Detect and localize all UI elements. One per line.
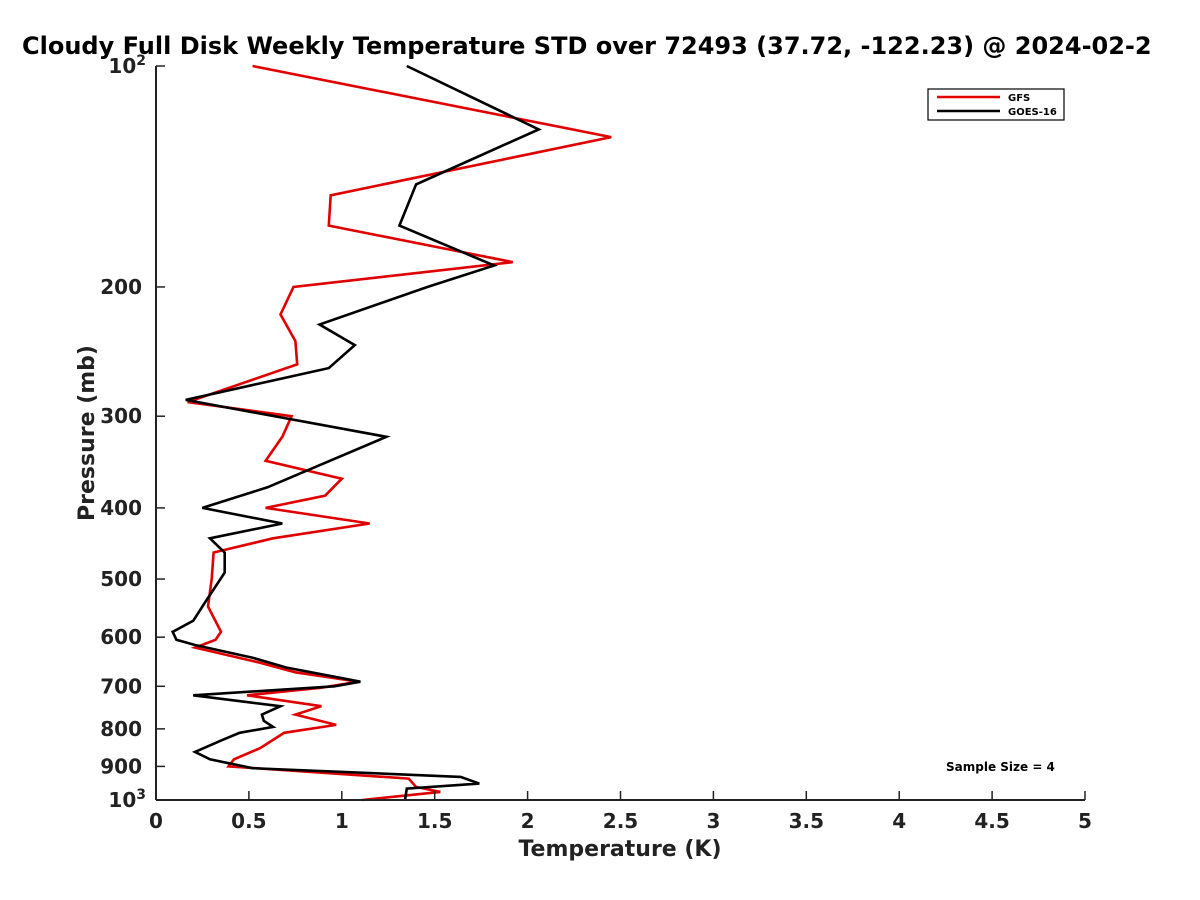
sample-size-annotation: Sample Size = 4 — [946, 760, 1055, 774]
y-tick-label: 102 — [108, 53, 146, 78]
y-tick-label: 700 — [100, 674, 142, 698]
y-tick-label: 600 — [100, 625, 142, 649]
x-axis-label: Temperature (K) — [518, 837, 721, 862]
y-tick-label: 900 — [100, 754, 142, 778]
y-tick-label: 103 — [108, 787, 146, 812]
axes-layer: 0 0.5 1 1.5 2 2.5 3 3.5 4 4.5 5 102 200 300 400 500 600 7… — [100, 53, 1092, 833]
y-tick-label: 200 — [100, 275, 142, 299]
x-tick-label: 0.5 — [231, 809, 266, 833]
x-tick-label: 4.5 — [974, 809, 1009, 833]
x-tick-label: 3.5 — [789, 809, 824, 833]
x-tick-label: 2 — [521, 809, 535, 833]
y-tick-label: 800 — [100, 717, 142, 741]
legend: GFS GOES-16 — [927, 88, 1065, 121]
chart-title: Cloudy Full Disk Weekly Temperature STD … — [22, 32, 1152, 60]
y-axis-label: Pressure (mb) — [75, 345, 100, 521]
y-tick-label: 300 — [100, 404, 142, 428]
y-tick-label: 500 — [100, 567, 142, 591]
legend-label-gfs: GFS — [1008, 93, 1030, 104]
legend-box — [927, 88, 1065, 121]
legend-label-goes16: GOES-16 — [1008, 107, 1057, 118]
x-tick-label: 1 — [335, 809, 349, 833]
series-line-goes16 — [171, 64, 542, 801]
x-tick-label: 3 — [706, 809, 720, 833]
x-tick-label: 4 — [892, 809, 906, 833]
series-layer — [171, 64, 612, 802]
x-tick-label: 1.5 — [417, 809, 452, 833]
x-tick-label: 2.5 — [603, 809, 638, 833]
series-line-gfs — [187, 64, 612, 802]
y-tick-label: 400 — [100, 496, 142, 520]
x-tick-label: 5 — [1078, 809, 1092, 833]
x-tick-label: 0 — [149, 809, 163, 833]
